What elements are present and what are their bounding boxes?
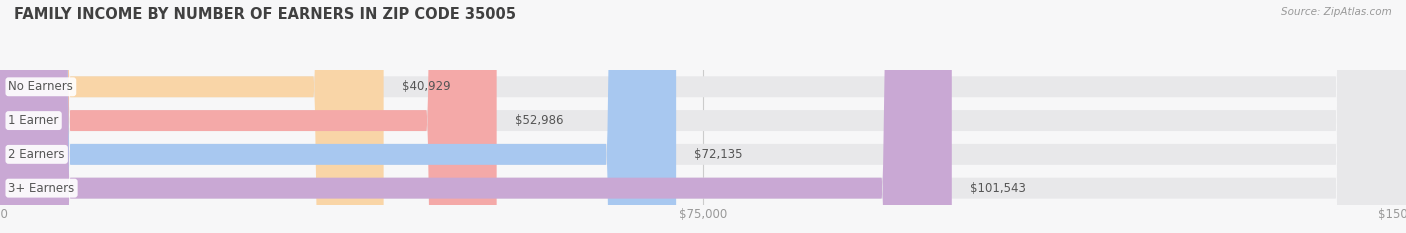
- FancyBboxPatch shape: [0, 0, 384, 233]
- Text: 2 Earners: 2 Earners: [8, 148, 65, 161]
- Text: $52,986: $52,986: [515, 114, 564, 127]
- Text: $40,929: $40,929: [402, 80, 450, 93]
- Text: Source: ZipAtlas.com: Source: ZipAtlas.com: [1281, 7, 1392, 17]
- Text: $101,543: $101,543: [970, 182, 1026, 195]
- FancyBboxPatch shape: [0, 0, 676, 233]
- FancyBboxPatch shape: [0, 0, 952, 233]
- Text: No Earners: No Earners: [8, 80, 73, 93]
- Text: FAMILY INCOME BY NUMBER OF EARNERS IN ZIP CODE 35005: FAMILY INCOME BY NUMBER OF EARNERS IN ZI…: [14, 7, 516, 22]
- Text: $72,135: $72,135: [695, 148, 742, 161]
- FancyBboxPatch shape: [0, 0, 496, 233]
- Text: 3+ Earners: 3+ Earners: [8, 182, 75, 195]
- Text: 1 Earner: 1 Earner: [8, 114, 59, 127]
